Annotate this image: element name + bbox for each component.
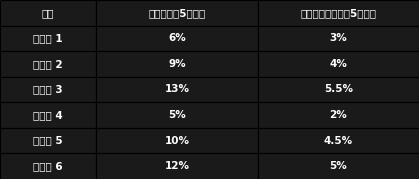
Text: 实施例 5: 实施例 5 (34, 136, 63, 146)
Text: 9%: 9% (168, 59, 186, 69)
Bar (258, 128, 419, 153)
Bar (96, 102, 258, 128)
Text: 13%: 13% (165, 84, 189, 95)
Text: 实施例 3: 实施例 3 (34, 84, 63, 95)
Text: 2%: 2% (329, 110, 347, 120)
Bar (96, 153, 258, 179)
Text: 实施例 2: 实施例 2 (34, 59, 63, 69)
Text: 5%: 5% (329, 161, 347, 171)
Bar (258, 102, 419, 128)
Bar (258, 51, 419, 77)
Text: 编号: 编号 (42, 8, 54, 18)
Text: 实施例 4: 实施例 4 (33, 110, 63, 120)
Bar (96, 51, 258, 77)
Text: 4.5%: 4.5% (324, 136, 353, 146)
Bar (0, 128, 96, 153)
Bar (0, 51, 96, 77)
Text: 普通拍比客5点数差: 普通拍比客5点数差 (148, 8, 206, 18)
Bar (258, 77, 419, 102)
Text: 12%: 12% (165, 161, 189, 171)
Text: 该方法化成拍比客5点数差: 该方法化成拍比客5点数差 (300, 8, 376, 18)
Bar (96, 0, 258, 26)
Bar (96, 77, 258, 102)
Bar (96, 128, 258, 153)
Text: 6%: 6% (168, 33, 186, 43)
Text: 3%: 3% (329, 33, 347, 43)
Bar (258, 0, 419, 26)
Text: 5.5%: 5.5% (324, 84, 353, 95)
Text: 5%: 5% (168, 110, 186, 120)
Bar (0, 26, 96, 51)
Bar (0, 153, 96, 179)
Bar (0, 0, 96, 26)
Bar (96, 26, 258, 51)
Bar (0, 102, 96, 128)
Bar (258, 153, 419, 179)
Bar (0, 77, 96, 102)
Text: 10%: 10% (165, 136, 189, 146)
Bar (258, 26, 419, 51)
Text: 实施例 6: 实施例 6 (34, 161, 63, 171)
Text: 实施例 1: 实施例 1 (34, 33, 63, 43)
Text: 4%: 4% (329, 59, 347, 69)
